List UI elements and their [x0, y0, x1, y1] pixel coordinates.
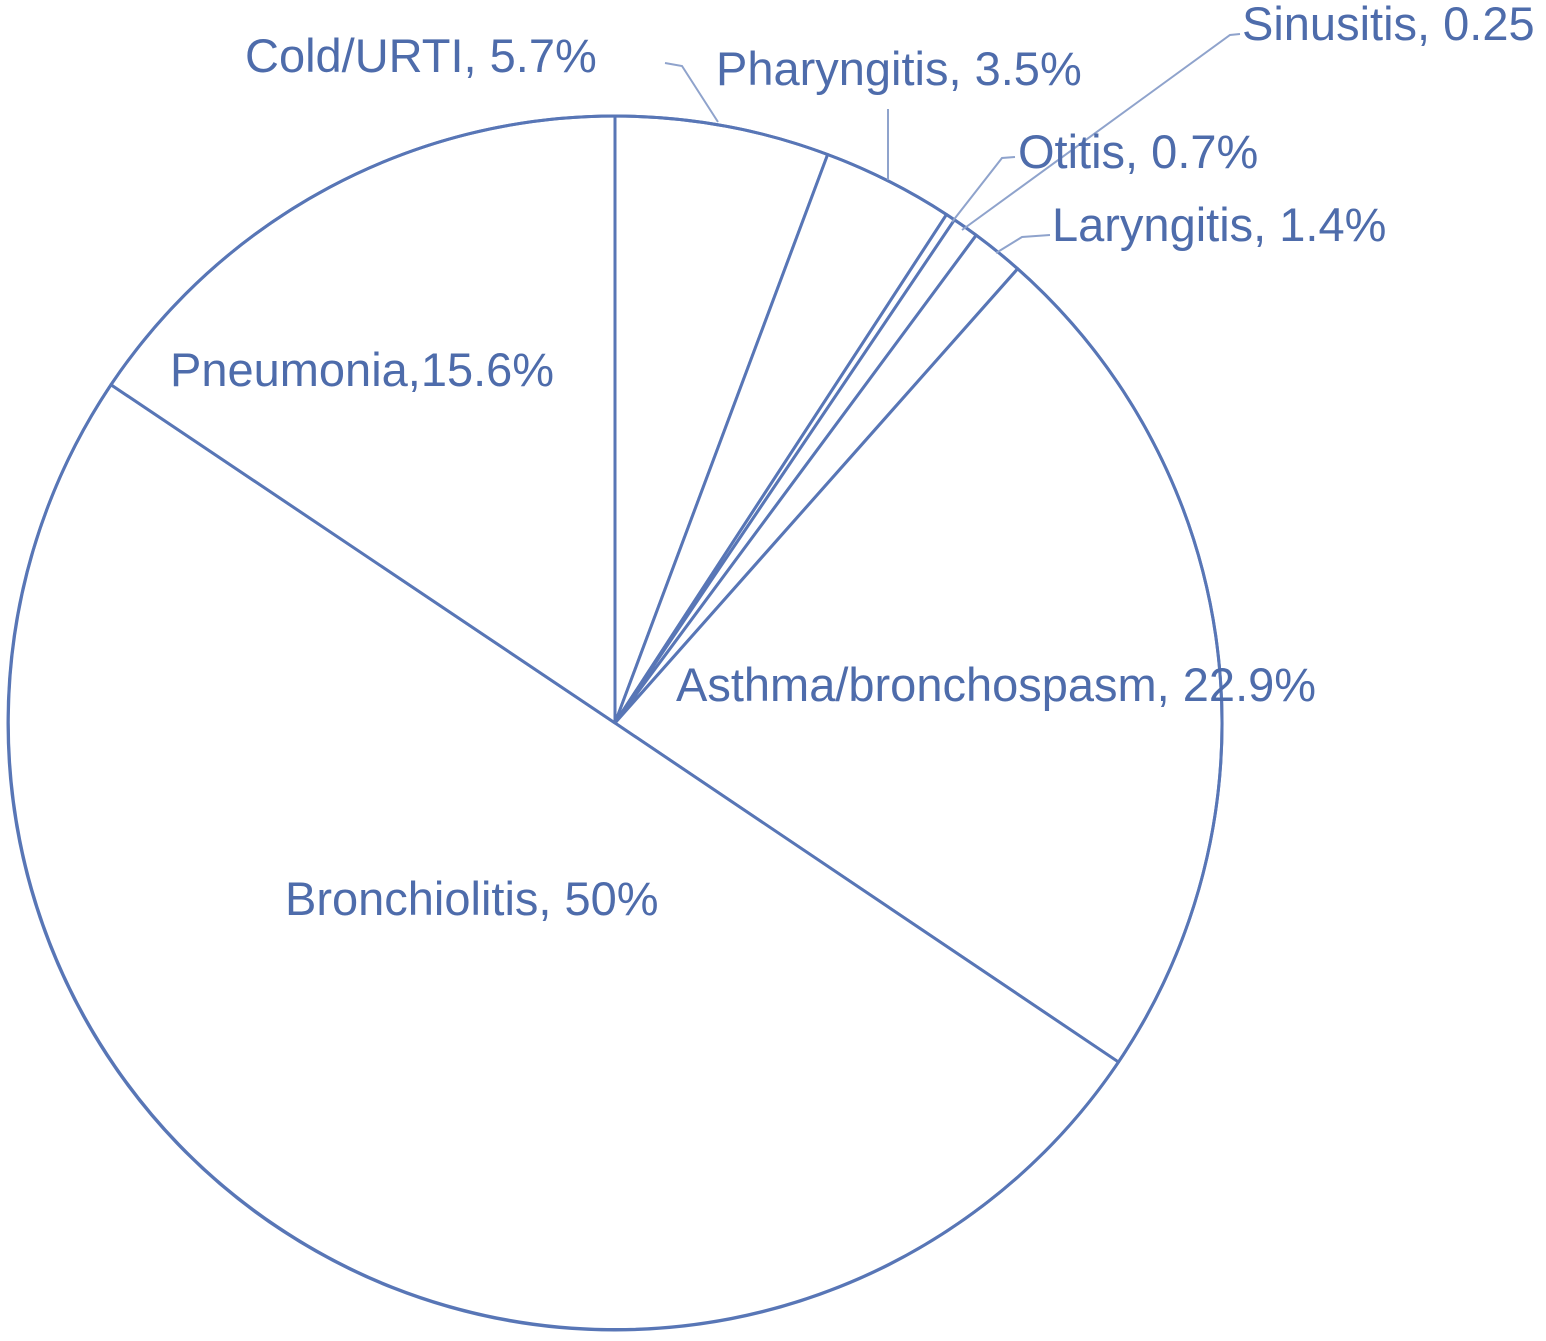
leader-line-laryngitis	[995, 234, 1051, 254]
slice-label-asthma-bronchospasm: Asthma/bronchospasm, 22.9%	[676, 658, 1316, 711]
pie-slices	[6, 114, 1224, 1332]
slice-label-laryngitis: Laryngitis, 1.4%	[1052, 198, 1386, 251]
slice-label-pneumonia: Pneumonia,15.6%	[170, 343, 554, 396]
slice-label-otitis: Otitis, 0.7%	[1018, 125, 1258, 178]
slice-labels: Cold/URTI, 5.7% Pharyngitis, 3.5% Sinusiti…	[170, 0, 1535, 925]
slice-label-cold-urti: Cold/URTI, 5.7%	[245, 29, 597, 82]
leader-line-otitis	[951, 156, 1016, 223]
pie-outline	[6, 114, 1224, 1332]
leader-lines	[664, 33, 1241, 254]
slice-label-sinusitis: Sinusitis, 0.25	[1242, 0, 1535, 50]
leader-line-cold-urti	[664, 62, 719, 123]
slice-label-bronchiolitis: Bronchiolitis, 50%	[285, 872, 659, 925]
leader-line-sinusitis	[961, 33, 1241, 231]
slice-label-pharyngitis: Pharyngitis, 3.5%	[716, 42, 1082, 95]
